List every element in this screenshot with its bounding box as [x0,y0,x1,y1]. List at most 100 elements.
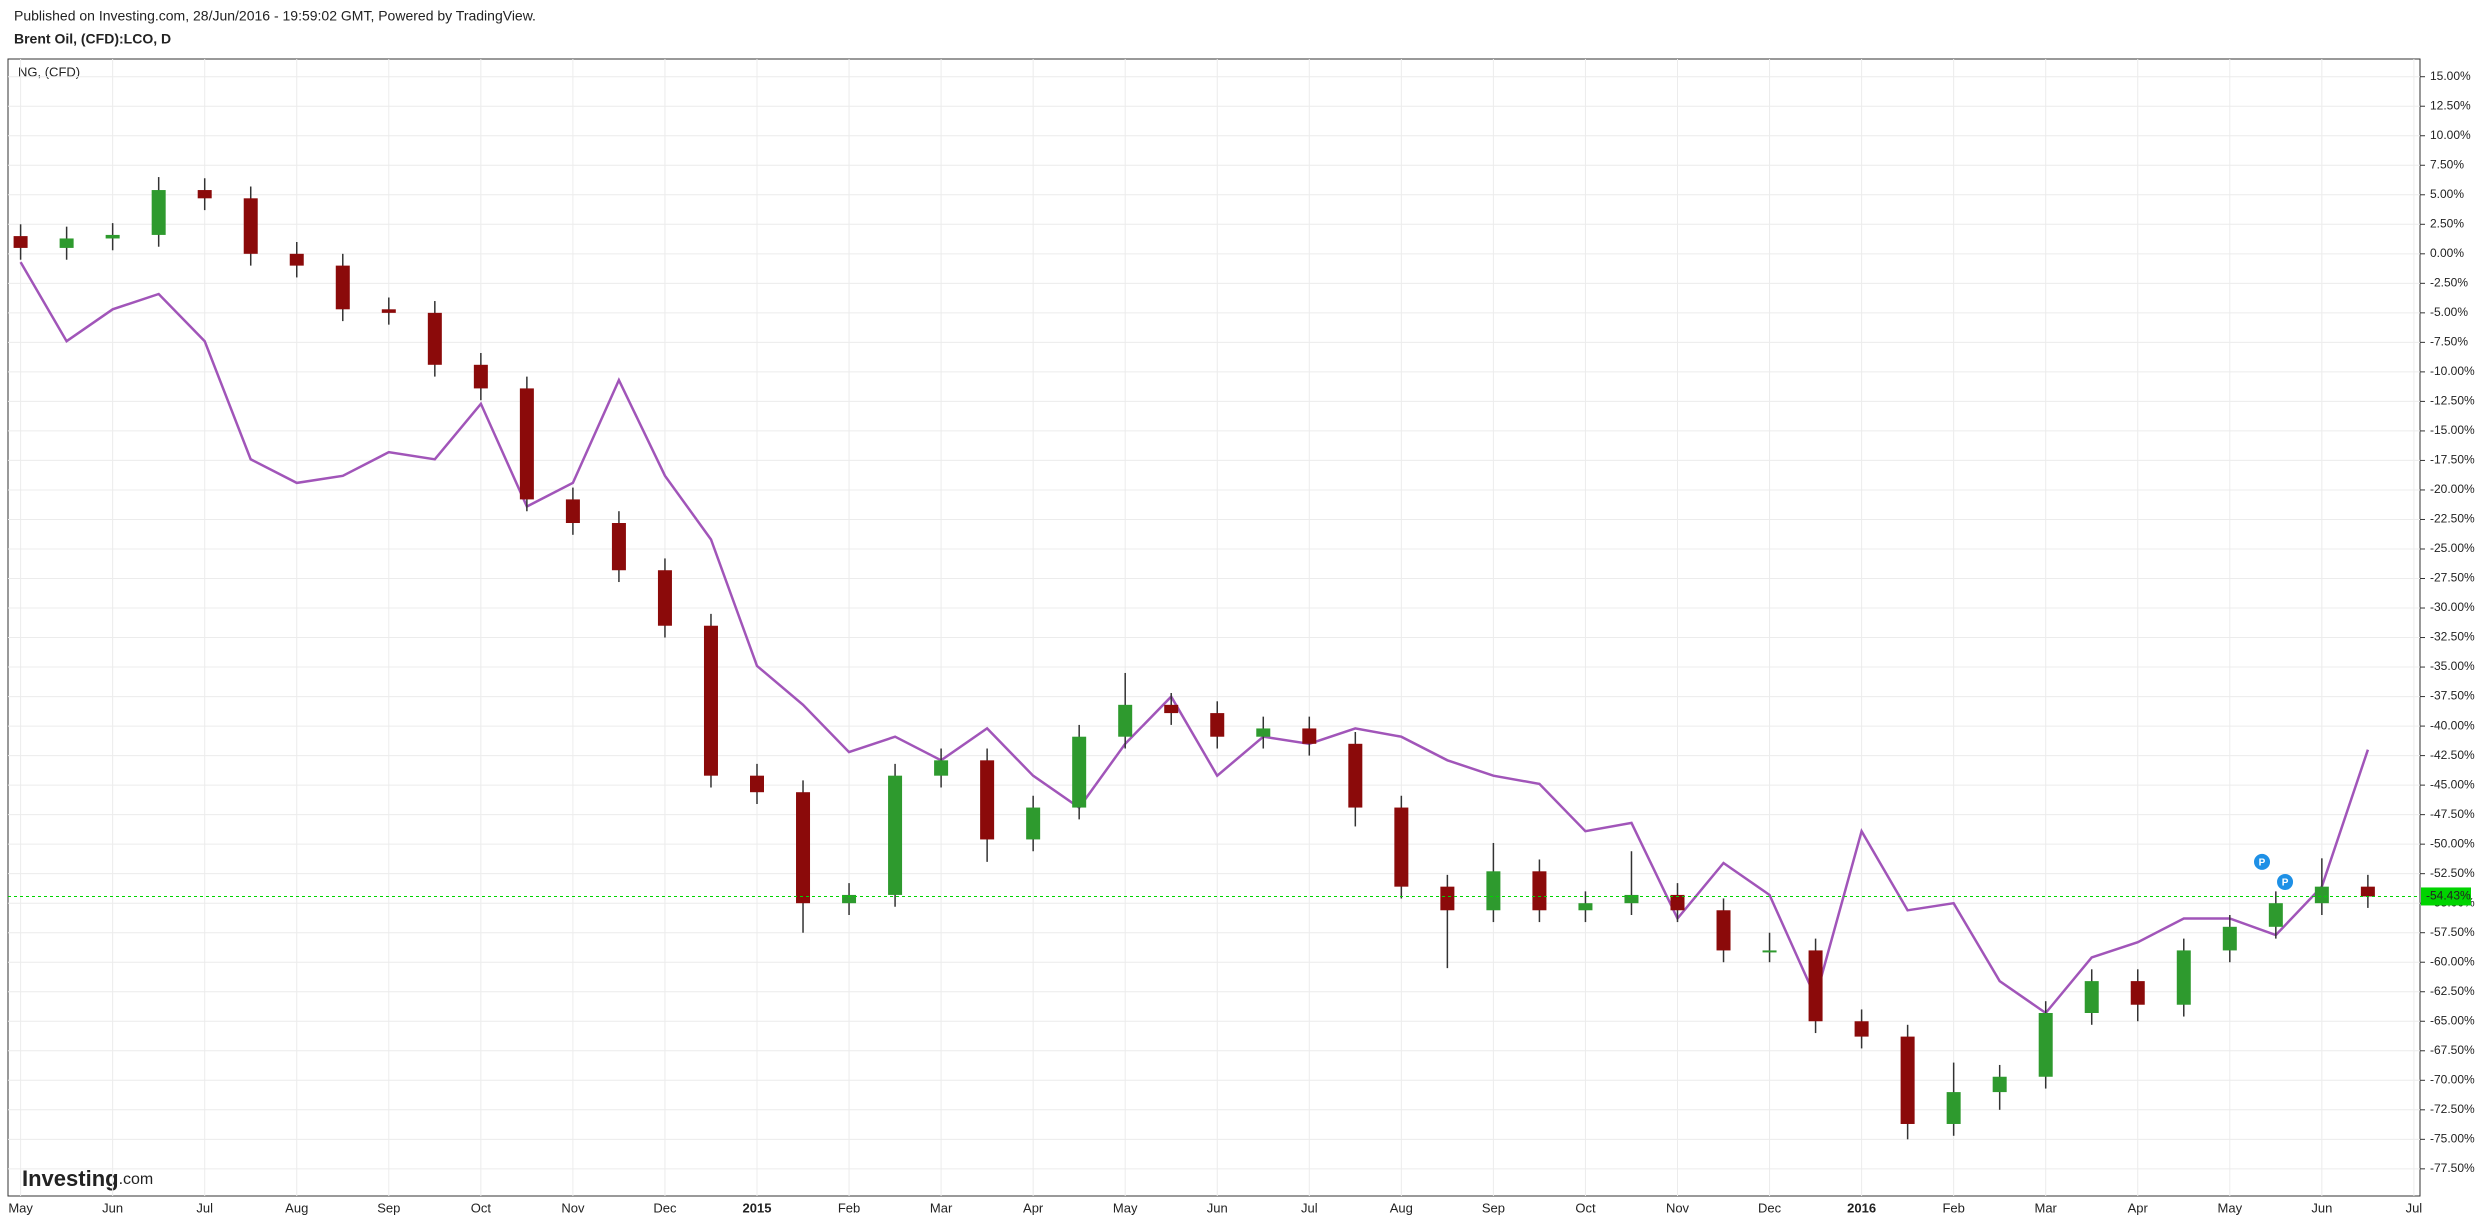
x-tick-label: Aug [1390,1200,1413,1215]
candle-body [1164,704,1179,714]
x-tick-label: Dec [1758,1200,1782,1215]
x-tick-label: Apr [1023,1200,1044,1215]
x-tick-label: Jul [196,1200,213,1215]
y-tick-label: -32.50% [2430,630,2475,644]
y-tick-label: -40.00% [2430,718,2475,732]
y-tick-label: -75.00% [2430,1131,2475,1145]
candle-body [1992,1076,2007,1093]
y-tick-label: -50.00% [2430,836,2475,850]
candle-body [1946,1092,1961,1124]
candle-body [2130,981,2145,1005]
y-tick-label: -22.50% [2430,512,2475,526]
y-tick-label: 10.00% [2430,128,2471,142]
y-tick-label: 12.50% [2430,98,2471,112]
watermark-brand: Investing [22,1166,119,1191]
x-tick-label: Mar [2035,1200,2058,1215]
candle-body [1210,713,1225,737]
candle-body [1348,743,1363,808]
y-tick-label: -42.50% [2430,748,2475,762]
x-tick-label: Nov [1666,1200,1690,1215]
candle-body [2222,926,2237,951]
candle-body [1808,950,1823,1022]
y-tick-label: -37.50% [2430,689,2475,703]
last-price-label: -54.43% [2426,889,2471,903]
x-tick-label: Nov [561,1200,585,1215]
legend-entry: NG, (CFD) [18,64,80,79]
candle-body [197,190,212,199]
candle-body [888,775,903,895]
candle-body [519,388,534,500]
candle-body [2176,950,2191,1005]
y-tick-label: -17.50% [2430,453,2475,467]
y-tick-label: -7.50% [2430,335,2468,349]
x-tick-label: Oct [1575,1200,1596,1215]
candle-body [1762,950,1777,953]
candle-body [842,894,857,904]
y-tick-label: -60.00% [2430,954,2475,968]
y-tick-label: -5.00% [2430,305,2468,319]
candle-body [1624,894,1639,904]
x-tick-label: May [2218,1200,2243,1215]
x-tick-label: Feb [1942,1200,1964,1215]
candle-body [1900,1036,1915,1124]
candle-body [1026,807,1041,840]
y-tick-label: -72.50% [2430,1102,2475,1116]
candle-body [1716,910,1731,951]
candle-body [796,792,811,904]
candle-body [2038,1012,2053,1077]
y-tick-label: -20.00% [2430,482,2475,496]
candle-body [289,253,304,266]
event-marker-label: P [2282,878,2289,889]
candle-body [1394,807,1409,887]
compare-line [19,261,2370,1015]
y-tick-label: -65.00% [2430,1013,2475,1027]
candle-body [2360,886,2375,897]
event-marker [2254,853,2271,870]
candle-body [427,312,442,365]
y-tick-label: -2.50% [2430,276,2468,290]
candle-body [335,265,350,310]
x-tick-label: Mar [930,1200,953,1215]
y-tick-label: -52.50% [2430,866,2475,880]
y-tick-label: -10.00% [2430,364,2475,378]
candle-body [13,236,28,248]
y-tick-label: -15.00% [2430,423,2475,437]
candle-body [1118,704,1133,737]
candle-body [1854,1021,1869,1037]
watermark-suffix: .com [119,1171,154,1188]
event-marker [2277,873,2294,890]
candle-body [1072,736,1087,808]
x-tick-label: Aug [285,1200,308,1215]
y-tick-label: 7.50% [2430,157,2464,171]
x-tick-label: Dec [653,1200,677,1215]
watermark: Investing.com [22,1166,153,1191]
candle-body [980,760,995,840]
x-tick-label: Oct [471,1200,492,1215]
candle-body [151,190,166,235]
y-tick-label: -45.00% [2430,777,2475,791]
y-tick-label: -62.50% [2430,984,2475,998]
y-tick-label: 5.00% [2430,187,2464,201]
candle-body [243,198,258,254]
y-tick-label: -70.00% [2430,1072,2475,1086]
x-tick-label: 2015 [743,1200,772,1215]
y-tick-label: -12.50% [2430,394,2475,408]
y-tick-label: -67.50% [2430,1043,2475,1057]
candle-body [565,499,580,524]
y-tick-label: 0.00% [2430,246,2464,260]
x-tick-label: Sep [377,1200,400,1215]
candle-body [611,523,626,571]
x-tick-label: Jun [1207,1200,1228,1215]
published-note: Published on Investing.com, 28/Jun/2016 … [14,8,536,24]
candle-body [1486,871,1501,911]
x-tick-label: Jul [1301,1200,1318,1215]
candle-body [703,625,718,776]
x-tick-label: May [1113,1200,1138,1215]
y-tick-label: -77.50% [2430,1161,2475,1175]
event-marker-label: P [2259,858,2266,869]
candle-body [1532,871,1547,911]
x-tick-label: Feb [838,1200,860,1215]
x-tick-label: Apr [2128,1200,2149,1215]
candle-body [473,364,488,389]
